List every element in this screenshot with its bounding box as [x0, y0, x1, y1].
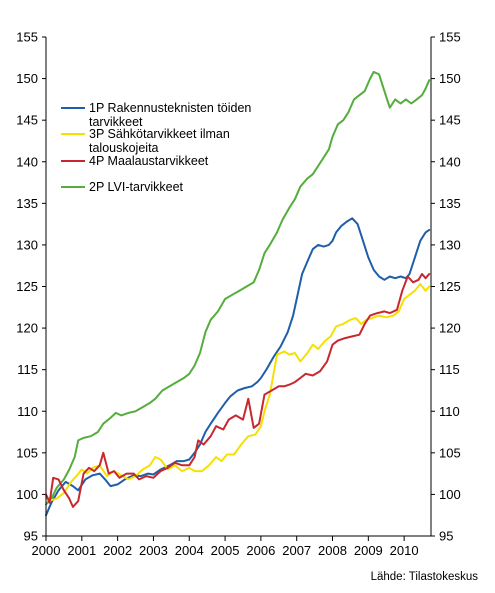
- y-tick-label-right: 155: [439, 30, 461, 45]
- x-tick-label: 2003: [139, 543, 168, 558]
- x-tick-label: 2000: [32, 543, 61, 558]
- y-tick-label-right: 140: [439, 154, 461, 169]
- series-line-1: [45, 217, 431, 517]
- y-tick-label-left: 145: [16, 113, 38, 128]
- series-line-2: [45, 283, 431, 502]
- legend-label-4: 2P LVI-tarvikkeet: [89, 180, 184, 194]
- y-tick-label-right: 100: [439, 487, 461, 502]
- y-tick-label-right: 135: [439, 196, 461, 211]
- x-tick-label: 2004: [175, 543, 204, 558]
- y-tick-label-left: 120: [16, 321, 38, 336]
- source-note: Lähde: Tilastokeskus: [371, 571, 479, 583]
- y-axis-left: 95 100 105 110 115 120 125 130 135 140 145 150 155: [16, 30, 46, 544]
- y-tick-label-right: 115: [439, 362, 460, 377]
- y-tick-label-right: 130: [439, 237, 461, 252]
- y-tick-label-right: 150: [439, 71, 461, 86]
- x-tick-label: 2008: [318, 543, 347, 558]
- legend: 1P Rakennusteknisten töiden tarvikkeet3P …: [61, 101, 251, 194]
- x-tick-label: 2007: [282, 543, 311, 558]
- y-tick-label-left: 155: [16, 30, 38, 45]
- y-tick-label-left: 140: [16, 154, 38, 169]
- x-tick-label: 2009: [354, 543, 383, 558]
- series-layer: [45, 70, 431, 517]
- y-tick-label-left: 150: [16, 71, 38, 86]
- y-tick-label-right: 145: [439, 113, 461, 128]
- y-tick-label-left: 115: [17, 362, 38, 377]
- x-tick-label: 2006: [246, 543, 275, 558]
- series-line-3: [45, 273, 431, 508]
- series-line-4: [45, 70, 431, 506]
- y-axis-right: 95 100 105 110 115 120 125 130 135 140 145 150 155: [431, 30, 461, 544]
- x-tick-label: 2002: [103, 543, 132, 558]
- x-tick-label: 2005: [211, 543, 240, 558]
- y-tick-label-left: 105: [16, 445, 38, 460]
- y-tick-label-right: 105: [439, 445, 461, 460]
- x-axis: 2000 2001 2002 2003 2004 2005 2006 2007 2008 2009…: [32, 536, 419, 558]
- y-tick-label-left: 125: [16, 279, 38, 294]
- y-tick-label-left: 130: [16, 237, 38, 252]
- y-tick-label-right: 125: [439, 279, 461, 294]
- x-tick-label: 2001: [67, 543, 96, 558]
- x-tick-label: 2010: [390, 543, 419, 558]
- legend-label-2: 3P Sähkötarvikkeet ilman talouskojeita: [89, 127, 230, 155]
- y-tick-label-right: 95: [439, 529, 453, 544]
- y-tick-label-left: 135: [16, 196, 38, 211]
- y-tick-label-left: 100: [16, 487, 38, 502]
- y-tick-label-right: 120: [439, 321, 461, 336]
- y-tick-label-left: 110: [17, 404, 38, 419]
- y-tick-label-left: 95: [24, 529, 38, 544]
- legend-label-1: 1P Rakennusteknisten töiden tarvikkeet: [89, 101, 251, 129]
- y-tick-label-right: 110: [439, 404, 460, 419]
- legend-label-3: 4P Maalaustarvikkeet: [89, 154, 209, 168]
